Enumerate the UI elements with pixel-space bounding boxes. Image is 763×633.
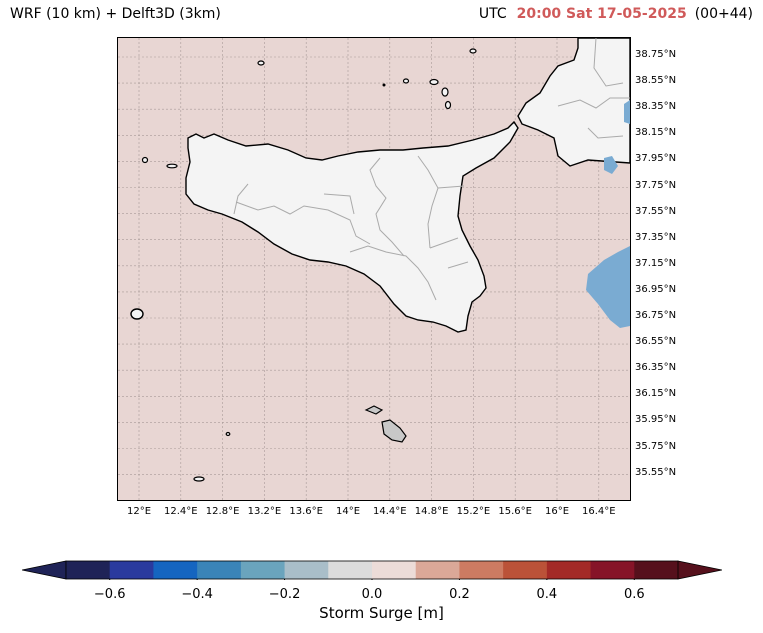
aeolian-island xyxy=(444,100,452,110)
latitude-label: 36.75°N xyxy=(635,310,677,321)
longitude-label: 12.8°E xyxy=(205,506,240,517)
colorbar-extend-min xyxy=(21,560,67,580)
colorbar-tick-label: −0.4 xyxy=(181,587,213,602)
longitude-label: 14°E xyxy=(335,506,361,517)
sicily-landmass xyxy=(185,120,519,333)
colorbar-segment xyxy=(153,561,198,579)
latitude-label: 37.55°N xyxy=(635,205,677,217)
negative-surge-area xyxy=(624,100,630,124)
colorbar-segment xyxy=(634,561,679,579)
forecast-time: UTC 20:00 Sat 17-05-2025 (00+44) xyxy=(479,6,753,22)
colorbar-tick-label: 0.6 xyxy=(623,587,645,602)
linosa-island xyxy=(225,431,231,437)
malta-island xyxy=(381,419,407,443)
colorbar-segment xyxy=(66,561,111,579)
longitude-label: 14.4°E xyxy=(373,506,407,517)
longitude-label: 14.8°E xyxy=(414,506,449,517)
aeolian-island xyxy=(429,78,439,86)
colorbar-tick-label: 0.4 xyxy=(536,587,558,602)
latitude-label: 37.95°N xyxy=(635,153,677,165)
latitude-label: 36.35°N xyxy=(635,362,677,374)
longitude-label: 12.4°E xyxy=(164,506,198,517)
latitude-label: 36.15°N xyxy=(635,388,677,400)
colorbar-segment xyxy=(328,561,373,579)
longitude-label: 13.6°E xyxy=(289,506,323,517)
colorbar-extend-max xyxy=(677,560,723,580)
colorbar-segment xyxy=(197,561,242,579)
calabria-region-borders xyxy=(557,38,630,139)
aeolian-island xyxy=(257,60,265,66)
colorbar-segment xyxy=(109,561,154,579)
latitude-label: 36.55°N xyxy=(635,336,677,348)
timezone-label: UTC xyxy=(478,6,507,22)
longitude-label: 12°E xyxy=(126,506,152,517)
colorbar-segment xyxy=(503,561,548,579)
egadi-island xyxy=(166,163,178,169)
latitude-label: 36.95°N xyxy=(635,283,677,295)
aeolian-island xyxy=(382,83,386,87)
latitude-label: 35.95°N xyxy=(635,414,677,426)
forecast-datetime: 20:00 Sat 17-05-2025 xyxy=(516,6,687,22)
colorbar-segment xyxy=(415,561,460,579)
latitude-label: 37.35°N xyxy=(635,231,677,243)
longitude-label: 13.2°E xyxy=(247,506,282,517)
longitude-label: 16.4°E xyxy=(582,506,616,517)
negative-surge-area xyxy=(604,156,618,174)
map-title: WRF (10 km) + Delft3D (3km) xyxy=(10,6,221,22)
longitude-label: 15.2°E xyxy=(456,506,491,517)
latitude-label: 38.55°N xyxy=(635,75,677,87)
pantelleria-island xyxy=(130,308,144,320)
longitude-label: 15.6°E xyxy=(498,506,532,517)
colorbar-segment xyxy=(546,561,592,579)
aeolian-island xyxy=(441,87,449,97)
colorbar-label: Storm Surge [m] xyxy=(319,604,444,622)
colorbar-scale xyxy=(21,560,723,580)
map-canvas xyxy=(118,38,630,500)
latitude-label: 35.55°N xyxy=(635,466,677,478)
gozo-island xyxy=(364,405,384,415)
latitude-label: 38.15°N xyxy=(635,127,677,139)
colorbar-tick-label: −0.6 xyxy=(93,587,126,602)
colorbar-segment xyxy=(284,561,329,579)
colorbar xyxy=(21,560,723,580)
aeolian-island xyxy=(469,48,477,54)
colorbar-tick-label: 0.2 xyxy=(449,587,470,602)
sicily-province-borders xyxy=(233,155,469,301)
colorbar-segment xyxy=(590,561,635,579)
latitude-label: 38.75°N xyxy=(635,49,677,60)
longitude-label: 16°E xyxy=(544,506,570,517)
egadi-island xyxy=(141,156,149,164)
colorbar-segment xyxy=(372,561,417,579)
colorbar-tick-label: −0.2 xyxy=(268,587,301,602)
negative-surge-area xyxy=(586,246,630,328)
latitude-label: 37.15°N xyxy=(635,257,677,269)
latitude-label: 37.75°N xyxy=(635,179,677,191)
latitude-label: 38.35°N xyxy=(635,101,677,113)
aeolian-island xyxy=(402,78,410,84)
latitude-label: 35.75°N xyxy=(635,440,677,452)
lampedusa-island xyxy=(193,476,205,482)
colorbar-segment xyxy=(240,561,286,579)
map-panel xyxy=(117,37,631,501)
colorbar-tick-label: 0.0 xyxy=(361,587,383,602)
colorbar-segment xyxy=(459,561,504,579)
forecast-lead-time: (00+44) xyxy=(694,6,753,22)
